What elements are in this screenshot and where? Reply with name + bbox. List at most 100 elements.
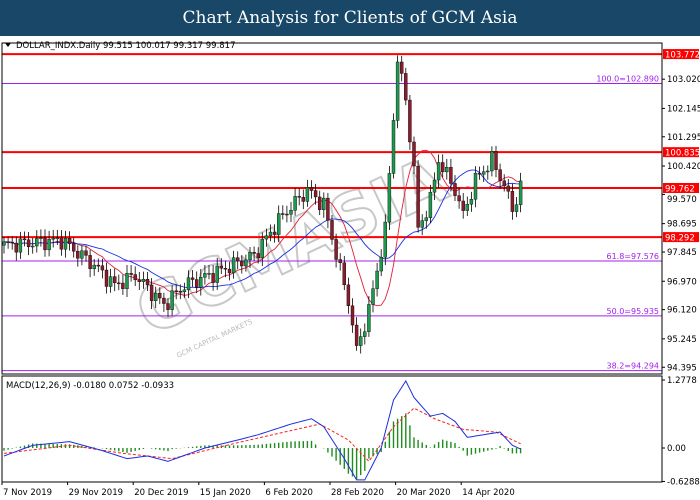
candle-body xyxy=(51,237,55,240)
candle-body xyxy=(305,187,310,202)
x-tick-label: 14 Apr 2020 xyxy=(462,488,515,498)
candle-body xyxy=(350,305,355,326)
candle-body xyxy=(375,270,379,289)
candle-body xyxy=(248,252,252,261)
candle-body xyxy=(178,290,183,293)
y-tick-label: 96.120 xyxy=(667,306,697,316)
y-tick-label: 95.245 xyxy=(667,335,697,345)
x-tick-label: 7 Nov 2019 xyxy=(3,488,52,498)
candle-body xyxy=(506,185,510,192)
candle-body xyxy=(449,167,453,184)
candle-body xyxy=(400,61,404,74)
candle-body xyxy=(71,243,76,252)
candle-body xyxy=(309,187,314,191)
candle-body xyxy=(223,268,228,270)
candle-body xyxy=(486,170,490,173)
candle-body xyxy=(256,253,260,259)
candle-body xyxy=(96,264,101,267)
chart-window[interactable]: GCMASIA GCM CAPITAL MARKETS 100.0=102.890… xyxy=(0,36,700,500)
y-tick-label: 100.420 xyxy=(667,162,700,172)
candle-body xyxy=(88,255,92,269)
candle-body xyxy=(281,213,285,215)
candle-body xyxy=(268,231,273,236)
candle-body xyxy=(174,290,178,293)
candle-body xyxy=(22,238,27,241)
macd-line xyxy=(3,379,521,481)
fib-label: 100.0=102.890 xyxy=(596,75,659,84)
candle-body xyxy=(457,195,461,202)
candle-body xyxy=(387,173,392,223)
candle-body xyxy=(240,260,244,267)
candle-body xyxy=(363,331,367,337)
candle-body xyxy=(190,277,195,280)
symbol-header: DOLLAR_INDX.Daily 99.515 100.017 99.317 … xyxy=(16,41,236,51)
level-label: 103.772 xyxy=(665,51,700,61)
watermark-text: GCMASIA xyxy=(125,143,458,351)
macd-y-tick-label: 1.2778 xyxy=(667,376,697,386)
candle-body xyxy=(153,292,158,301)
candle-body xyxy=(424,217,428,221)
y-tick-label: 102.145 xyxy=(667,104,700,114)
candle-body xyxy=(203,273,207,278)
candle-body xyxy=(428,191,433,218)
candle-body xyxy=(379,257,383,272)
candle-body xyxy=(301,197,305,202)
candle-body xyxy=(285,213,289,216)
candle-body xyxy=(502,180,506,187)
candle-body xyxy=(498,169,502,181)
level-label: 98.292 xyxy=(665,234,695,244)
candle-body xyxy=(318,196,322,210)
candle-body xyxy=(445,167,449,173)
candle-body xyxy=(47,238,51,251)
level-tag xyxy=(663,147,699,158)
candle-body xyxy=(182,289,187,292)
candle-body xyxy=(108,276,113,287)
candle-body xyxy=(371,288,375,305)
candle-body xyxy=(277,213,281,235)
candle-body xyxy=(92,264,96,269)
candle-body xyxy=(84,250,88,256)
fib-label: 50.0=95.935 xyxy=(606,307,659,316)
y-tick-label: 98.695 xyxy=(667,220,697,230)
candle-body xyxy=(367,304,371,332)
candle-body xyxy=(166,303,170,310)
candle-body xyxy=(342,262,346,286)
candle-body xyxy=(326,197,330,221)
candle-body xyxy=(510,191,515,212)
candle-body xyxy=(346,284,351,307)
macd-panel-frame xyxy=(1,375,663,483)
candle-body xyxy=(43,237,47,251)
candle-body xyxy=(137,279,142,282)
candle-body xyxy=(272,231,277,235)
candle-body xyxy=(194,279,199,288)
candle-body xyxy=(227,268,232,274)
candle-body xyxy=(490,151,494,172)
candle-body xyxy=(26,239,31,248)
candle-body xyxy=(338,259,342,263)
candle-body xyxy=(6,241,10,244)
candle-body xyxy=(158,292,162,299)
level-label: 100.835 xyxy=(665,149,700,159)
y-tick-label: 94.395 xyxy=(667,363,697,373)
slow-ma-line xyxy=(3,169,521,289)
candle-body xyxy=(416,165,420,228)
page-title: Chart Analysis for Clients of GCM Asia xyxy=(0,0,700,36)
candle-body xyxy=(469,199,474,205)
candle-body xyxy=(145,279,150,286)
macd-y-tick-label: -0.6288 xyxy=(667,477,700,487)
candle-body xyxy=(18,238,23,253)
candle-body xyxy=(453,183,457,196)
candle-body xyxy=(31,245,35,248)
candle-body xyxy=(289,210,293,215)
candle-body xyxy=(149,284,154,301)
x-tick-label: 15 Jan 2020 xyxy=(200,488,251,498)
collapse-triangle-icon[interactable] xyxy=(5,43,11,47)
fib-label: 61.8=97.576 xyxy=(606,252,659,261)
x-tick-label: 29 Nov 2019 xyxy=(69,488,123,498)
candle-body xyxy=(10,241,14,244)
candle-body xyxy=(170,290,174,310)
candle-body xyxy=(207,273,211,275)
candle-body xyxy=(494,151,498,170)
candle-body xyxy=(141,279,146,282)
